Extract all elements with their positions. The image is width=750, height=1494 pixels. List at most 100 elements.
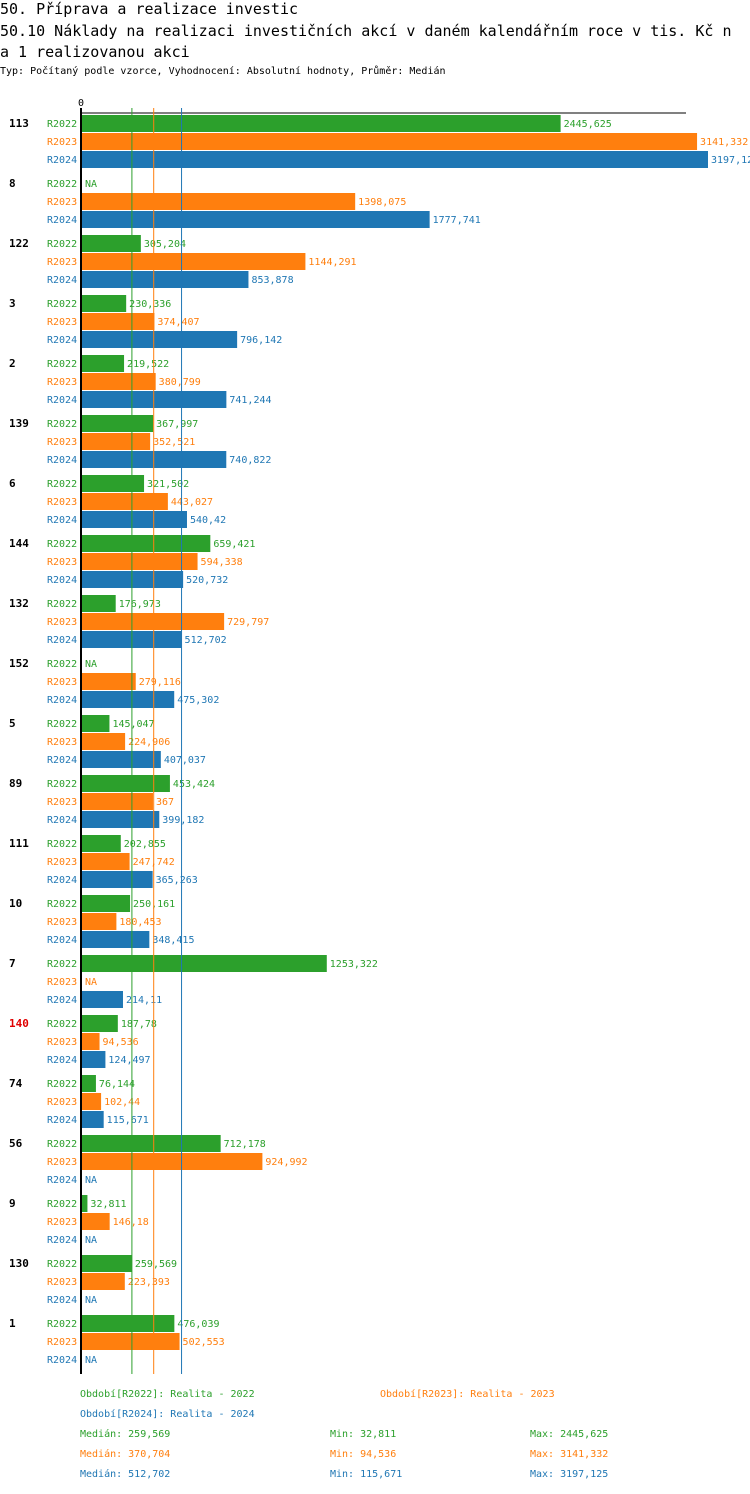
series-label: R2023	[47, 1277, 77, 1288]
group-label: 139	[9, 417, 29, 430]
series-label: R2023	[47, 557, 77, 568]
bar	[81, 193, 355, 210]
value-label: 3197,125	[711, 155, 750, 166]
group-label: 3	[9, 297, 16, 310]
group-label: 152	[9, 657, 29, 670]
value-label: NA	[85, 1175, 97, 1186]
bar	[81, 673, 136, 690]
stat-min-r2023: Min: 94,536	[330, 1449, 396, 1460]
series-label: R2024	[47, 875, 77, 886]
series-label: R2023	[47, 317, 77, 328]
value-label: 146,18	[113, 1217, 149, 1228]
value-label: 712,178	[224, 1139, 266, 1150]
value-label: NA	[85, 977, 97, 988]
stat-median-r2022: Medián: 259,569	[80, 1429, 170, 1440]
series-label: R2024	[47, 575, 77, 586]
value-label: 305,204	[144, 239, 186, 250]
bar	[81, 811, 159, 828]
series-label: R2023	[47, 857, 77, 868]
value-label: 367,997	[156, 419, 198, 430]
value-label: 348,415	[152, 935, 194, 946]
bar	[81, 775, 170, 792]
value-label: 367	[156, 797, 174, 808]
bar	[81, 313, 154, 330]
value-label: 1398,075	[358, 197, 406, 208]
bar	[81, 853, 130, 870]
bar	[81, 475, 144, 492]
bar	[81, 1333, 180, 1350]
series-label: R2022	[47, 659, 77, 670]
value-label: NA	[85, 179, 97, 190]
bar	[81, 1255, 132, 1272]
group-label: 1	[9, 1317, 16, 1330]
series-label: R2022	[47, 1319, 77, 1330]
bar	[81, 511, 187, 528]
group-label: 9	[9, 1197, 16, 1210]
series-label: R2022	[47, 539, 77, 550]
series-label: R2024	[47, 1055, 77, 1066]
value-label: 3141,332	[700, 137, 748, 148]
value-label: 475,302	[177, 695, 219, 706]
series-label: R2024	[47, 395, 77, 406]
value-label: 502,553	[183, 1337, 225, 1348]
series-label: R2024	[47, 1115, 77, 1126]
series-label: R2022	[47, 779, 77, 790]
value-label: 176,973	[119, 599, 161, 610]
bar	[81, 115, 561, 132]
group-label: 113	[9, 117, 29, 130]
bar	[81, 253, 305, 270]
bar	[81, 871, 153, 888]
group-label: 6	[9, 477, 16, 490]
stat-min-r2022: Min: 32,811	[330, 1429, 396, 1440]
value-label: 741,244	[229, 395, 271, 406]
series-label: R2024	[47, 635, 77, 646]
bar	[81, 1315, 174, 1332]
series-label: R2022	[47, 479, 77, 490]
series-label: R2022	[47, 119, 77, 130]
bar	[81, 595, 116, 612]
group-label: 56	[9, 1137, 23, 1150]
value-label: 659,421	[213, 539, 255, 550]
series-label: R2024	[47, 1235, 77, 1246]
series-label: R2023	[47, 377, 77, 388]
series-label: R2023	[47, 917, 77, 928]
value-label: 453,424	[173, 779, 215, 790]
series-label: R2022	[47, 839, 77, 850]
bar	[81, 751, 161, 768]
series-label: R2022	[47, 1259, 77, 1270]
value-label: 399,182	[162, 815, 204, 826]
group-label: 140	[9, 1017, 29, 1030]
bar	[81, 1075, 96, 1092]
bar	[81, 433, 150, 450]
bar	[81, 1213, 110, 1230]
value-label: 1144,291	[308, 257, 356, 268]
value-label: 180,453	[119, 917, 161, 928]
value-label: 443,027	[171, 497, 213, 508]
value-label: 202,855	[124, 839, 166, 850]
bar	[81, 895, 130, 912]
value-label: 124,497	[108, 1055, 150, 1066]
bar	[81, 991, 123, 1008]
value-label: 740,822	[229, 455, 271, 466]
bar	[81, 955, 327, 972]
bar	[81, 793, 153, 810]
series-label: R2022	[47, 1079, 77, 1090]
bar	[81, 1093, 101, 1110]
legend-r2023: Období[R2023]: Realita - 2023	[380, 1389, 555, 1400]
value-label: 520,732	[186, 575, 228, 586]
bar	[81, 373, 156, 390]
value-label: 512,702	[185, 635, 227, 646]
bar	[81, 151, 708, 168]
value-label: 352,521	[153, 437, 195, 448]
stat-median-r2024: Medián: 512,702	[80, 1469, 170, 1480]
group-label: 5	[9, 717, 16, 730]
series-label: R2022	[47, 419, 77, 430]
series-label: R2023	[47, 1217, 77, 1228]
value-label: 259,569	[135, 1259, 177, 1270]
legend-r2024: Období[R2024]: Realita - 2024	[80, 1409, 255, 1420]
bar	[81, 613, 224, 630]
stat-min-r2024: Min: 115,671	[330, 1469, 402, 1480]
bar	[81, 1135, 221, 1152]
group-label: 132	[9, 597, 29, 610]
value-label: 853,878	[251, 275, 293, 286]
